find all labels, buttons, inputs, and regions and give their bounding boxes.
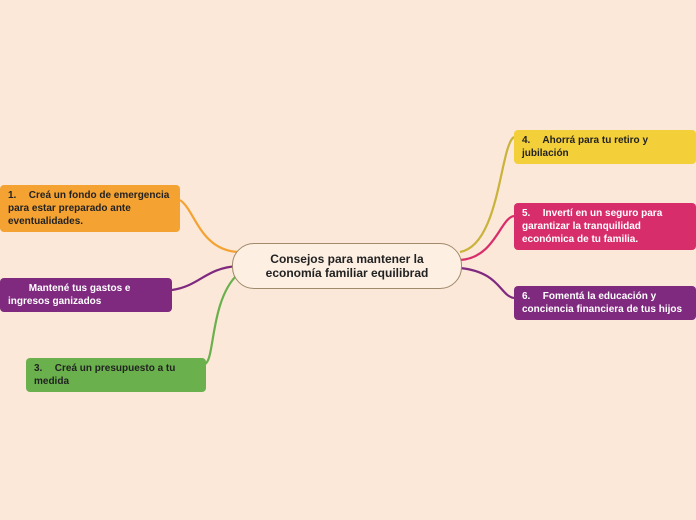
connector-line bbox=[460, 137, 514, 252]
branch-node-1[interactable]: 1. Creá un fondo de emergencia para esta… bbox=[0, 185, 180, 232]
branch-node-3[interactable]: 3. Creá un presupuesto a tu medida bbox=[26, 358, 206, 392]
node-number: 1. bbox=[8, 189, 26, 202]
node-text: Invertí en un seguro para garantizar la … bbox=[522, 208, 662, 245]
node-number: 3. bbox=[34, 362, 52, 375]
connector-line bbox=[460, 268, 514, 298]
node-text: Ahorrá para tu retiro y jubilación bbox=[522, 135, 648, 159]
connector-line bbox=[460, 216, 514, 260]
branch-node-4[interactable]: 4. Ahorrá para tu retiro y jubilación bbox=[514, 130, 696, 164]
node-number: 6. bbox=[522, 290, 540, 303]
node-number: 5. bbox=[522, 207, 540, 220]
node-text: Mantené tus gastos e ingresos ganizados bbox=[8, 283, 130, 307]
node-text: Fomentá la educación y conciencia financ… bbox=[522, 291, 682, 315]
branch-node-5[interactable]: 5. Invertí en un seguro para garantizar … bbox=[514, 203, 696, 250]
branch-node-6[interactable]: 6. Fomentá la educación y conciencia fin… bbox=[514, 286, 696, 320]
connector-line bbox=[205, 274, 238, 364]
connector-line bbox=[180, 200, 238, 252]
node-number: 4. bbox=[522, 134, 540, 147]
node-text: Creá un fondo de emergencia para estar p… bbox=[8, 190, 169, 227]
node-text: Creá un presupuesto a tu medida bbox=[34, 363, 175, 387]
branch-node-2[interactable]: Mantené tus gastos e ingresos ganizados bbox=[0, 278, 172, 312]
connector-line bbox=[172, 266, 238, 290]
mindmap-canvas: Consejos para mantener la economía famil… bbox=[0, 0, 696, 520]
center-node[interactable]: Consejos para mantener la economía famil… bbox=[232, 243, 462, 289]
center-title: Consejos para mantener la economía famil… bbox=[266, 252, 429, 280]
